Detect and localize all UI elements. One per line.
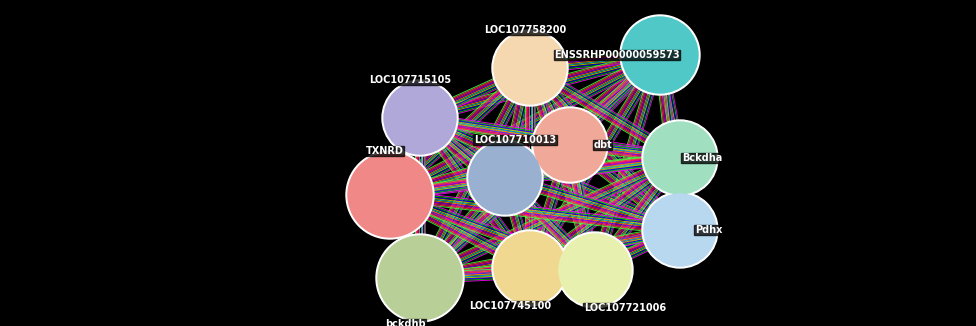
Text: bckdhb: bckdhb xyxy=(385,319,426,326)
Circle shape xyxy=(346,151,434,239)
Text: LOC107710013: LOC107710013 xyxy=(474,135,556,145)
Text: dbt: dbt xyxy=(593,140,612,150)
Circle shape xyxy=(622,17,698,93)
Circle shape xyxy=(642,192,718,268)
Circle shape xyxy=(384,82,456,154)
Text: Pdhx: Pdhx xyxy=(695,225,722,235)
Circle shape xyxy=(557,232,633,308)
Circle shape xyxy=(494,32,566,104)
Circle shape xyxy=(492,30,568,106)
Text: LOC107721006: LOC107721006 xyxy=(584,303,666,313)
Text: LOC107715105: LOC107715105 xyxy=(369,75,451,85)
Circle shape xyxy=(532,107,608,183)
Circle shape xyxy=(378,236,462,320)
Circle shape xyxy=(492,230,568,306)
Circle shape xyxy=(382,80,458,156)
Circle shape xyxy=(467,140,543,216)
Circle shape xyxy=(494,232,566,304)
Circle shape xyxy=(559,234,631,306)
Circle shape xyxy=(620,15,700,95)
Circle shape xyxy=(469,142,541,214)
Circle shape xyxy=(642,120,718,196)
Text: LOC107745100: LOC107745100 xyxy=(468,301,551,311)
Text: LOC107758200: LOC107758200 xyxy=(484,25,566,35)
Circle shape xyxy=(644,194,716,266)
Circle shape xyxy=(376,234,464,322)
Circle shape xyxy=(348,153,432,237)
Text: Bckdha: Bckdha xyxy=(682,153,722,163)
Circle shape xyxy=(534,109,606,181)
Text: ENSSRHP00000059573: ENSSRHP00000059573 xyxy=(554,50,680,60)
Circle shape xyxy=(644,122,716,194)
Text: TXNRD: TXNRD xyxy=(366,146,404,156)
